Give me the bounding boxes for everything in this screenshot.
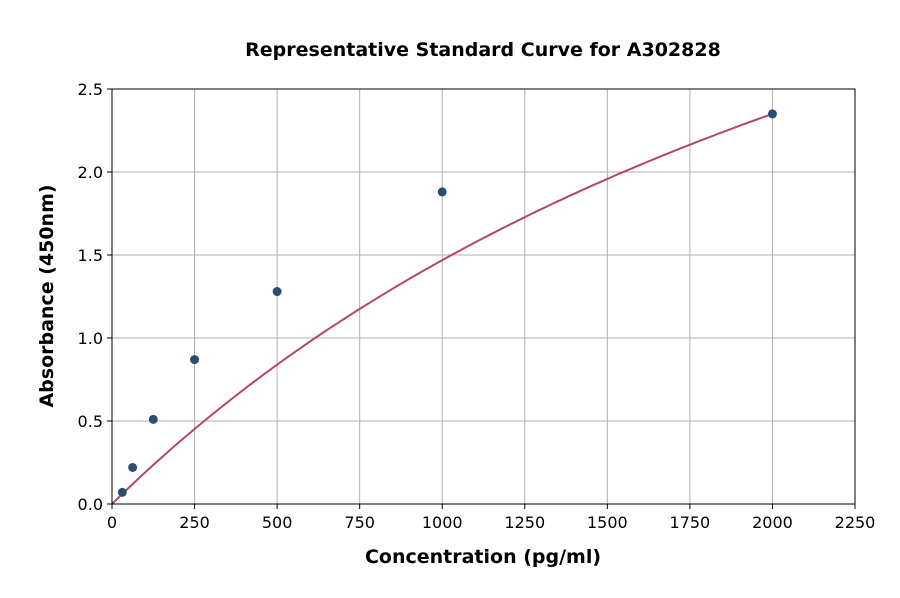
chart-title: Representative Standard Curve for A30282…	[245, 39, 721, 61]
x-axis-label: Concentration (pg/ml)	[365, 546, 601, 568]
data-point	[117, 487, 127, 497]
x-tick-label: 1000	[422, 513, 463, 532]
data-point	[767, 109, 777, 119]
y-axis-label: Absorbance (450nm)	[36, 184, 58, 407]
data-points	[117, 109, 777, 497]
x-tick-label: 2000	[752, 513, 793, 532]
plot-frame	[111, 88, 856, 505]
x-tick-label: 250	[179, 513, 210, 532]
x-tick-label: 0	[107, 513, 117, 532]
data-point	[437, 187, 447, 197]
y-axis-ticks: 0.0 0.5 1.0 1.5 2.0 2.5	[78, 80, 112, 514]
y-tick-label: 1.0	[78, 329, 103, 348]
x-tick-label: 1250	[504, 513, 545, 532]
x-tick-label: 1750	[670, 513, 711, 532]
x-tick-label: 500	[262, 513, 293, 532]
data-point	[272, 287, 282, 297]
x-tick-label: 1500	[587, 513, 628, 532]
data-point	[148, 414, 158, 424]
fit-curve-line	[111, 112, 773, 505]
x-tick-label: 2250	[835, 513, 876, 532]
data-point	[128, 462, 138, 472]
x-tick-label: 750	[344, 513, 375, 532]
y-tick-label: 2.5	[78, 80, 103, 99]
y-tick-label: 0.5	[78, 412, 103, 431]
y-tick-label: 2.0	[78, 163, 103, 182]
y-tick-label: 0.0	[78, 495, 103, 514]
y-tick-label: 1.5	[78, 246, 103, 265]
data-point	[190, 355, 200, 365]
grid	[111, 88, 856, 505]
x-axis-ticks: 0 250 500 750 1000 1250 1500 1750 2000 2250	[107, 504, 875, 532]
fit-curve-group	[111, 112, 773, 505]
